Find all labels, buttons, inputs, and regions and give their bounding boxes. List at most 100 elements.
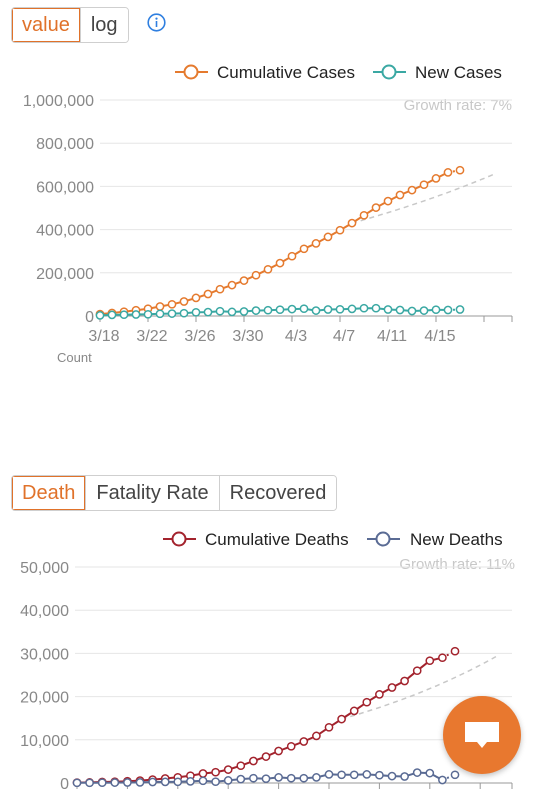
data-point[interactable] (400, 676, 409, 686)
data-point[interactable] (274, 773, 283, 782)
data-point[interactable] (203, 289, 213, 299)
data-point[interactable] (263, 264, 273, 274)
data-point[interactable] (119, 310, 129, 320)
data-point[interactable] (419, 306, 429, 315)
data-point[interactable] (431, 305, 441, 315)
data-point[interactable] (438, 653, 447, 663)
data-point[interactable] (431, 174, 441, 183)
data-point[interactable] (383, 305, 393, 314)
data-point[interactable] (375, 690, 384, 699)
data-point[interactable] (443, 305, 453, 315)
data-point[interactable] (97, 778, 107, 788)
data-point[interactable] (387, 771, 397, 781)
data-point[interactable] (227, 280, 237, 290)
data-point[interactable] (337, 770, 346, 780)
data-point[interactable] (425, 768, 435, 778)
info-icon[interactable] (147, 13, 166, 32)
data-point[interactable] (179, 297, 189, 306)
fatality-rate-tab[interactable]: Fatality Rate (86, 476, 220, 510)
data-point[interactable] (251, 270, 261, 280)
data-point[interactable] (359, 210, 369, 220)
value-scale-button[interactable]: value (12, 8, 81, 42)
data-point[interactable] (211, 777, 220, 787)
data-point[interactable] (236, 761, 246, 771)
data-point[interactable] (275, 305, 285, 315)
data-point[interactable] (375, 770, 384, 780)
data-point[interactable] (198, 769, 208, 778)
legend-item-cumulative-deaths[interactable]: Cumulative Deaths (163, 530, 349, 549)
data-point[interactable] (371, 203, 381, 212)
data-point[interactable] (179, 308, 189, 318)
data-point[interactable] (455, 305, 465, 314)
data-point[interactable] (107, 310, 117, 320)
data-point[interactable] (110, 778, 120, 787)
data-point[interactable] (407, 185, 417, 195)
data-point[interactable] (425, 656, 435, 666)
data-point[interactable] (337, 714, 346, 724)
data-point[interactable] (198, 776, 208, 786)
chat-button[interactable] (443, 696, 521, 774)
data-point[interactable] (324, 770, 334, 779)
data-point[interactable] (395, 190, 405, 200)
data-point[interactable] (335, 304, 345, 314)
data-point[interactable] (347, 304, 357, 314)
data-point[interactable] (407, 306, 417, 316)
data-point[interactable] (412, 666, 422, 676)
data-point[interactable] (123, 778, 132, 787)
data-point[interactable] (286, 773, 296, 783)
legend-item-new-deaths[interactable]: New Deaths (367, 530, 503, 549)
data-point[interactable] (191, 307, 201, 317)
data-point[interactable] (387, 683, 397, 692)
data-point[interactable] (299, 737, 309, 746)
data-point[interactable] (203, 307, 213, 317)
data-point[interactable] (95, 311, 105, 320)
data-point[interactable] (191, 293, 201, 303)
data-point[interactable] (85, 778, 94, 788)
data-point[interactable] (311, 239, 321, 248)
data-point[interactable] (450, 646, 460, 656)
data-point[interactable] (371, 303, 381, 313)
data-point[interactable] (359, 303, 369, 313)
data-point[interactable] (167, 299, 177, 309)
data-point[interactable] (312, 731, 321, 741)
data-point[interactable] (215, 284, 225, 294)
data-point[interactable] (160, 777, 170, 787)
data-point[interactable] (263, 305, 273, 315)
data-point[interactable] (383, 196, 393, 206)
data-point[interactable] (215, 306, 225, 316)
data-point[interactable] (239, 307, 249, 316)
data-point[interactable] (211, 767, 220, 777)
data-point[interactable] (236, 774, 246, 784)
data-point[interactable] (455, 165, 465, 175)
data-point[interactable] (324, 722, 334, 732)
data-point[interactable] (167, 309, 177, 318)
data-point[interactable] (173, 777, 183, 787)
data-point[interactable] (412, 768, 422, 777)
data-point[interactable] (299, 244, 309, 254)
data-point[interactable] (135, 778, 145, 787)
data-point[interactable] (186, 777, 195, 786)
data-point[interactable] (299, 773, 309, 783)
data-point[interactable] (400, 772, 409, 781)
data-point[interactable] (249, 773, 258, 783)
data-point[interactable] (261, 752, 271, 761)
data-point[interactable] (286, 741, 296, 751)
data-point[interactable] (312, 773, 321, 782)
data-point[interactable] (438, 775, 447, 785)
log-scale-button[interactable]: log (80, 8, 128, 42)
data-point[interactable] (362, 770, 372, 779)
data-point[interactable] (395, 305, 405, 315)
data-point[interactable] (419, 180, 429, 190)
data-point[interactable] (443, 168, 453, 177)
legend-item-cumulative-cases[interactable]: Cumulative Cases (175, 63, 355, 82)
data-point[interactable] (227, 307, 237, 317)
data-point[interactable] (323, 232, 333, 242)
data-point[interactable] (239, 276, 249, 285)
death-tab[interactable]: Death (12, 476, 87, 510)
data-point[interactable] (249, 756, 258, 766)
data-point[interactable] (131, 310, 141, 319)
data-point[interactable] (223, 776, 233, 785)
data-point[interactable] (274, 746, 283, 756)
data-point[interactable] (349, 770, 359, 780)
data-point[interactable] (450, 770, 460, 780)
